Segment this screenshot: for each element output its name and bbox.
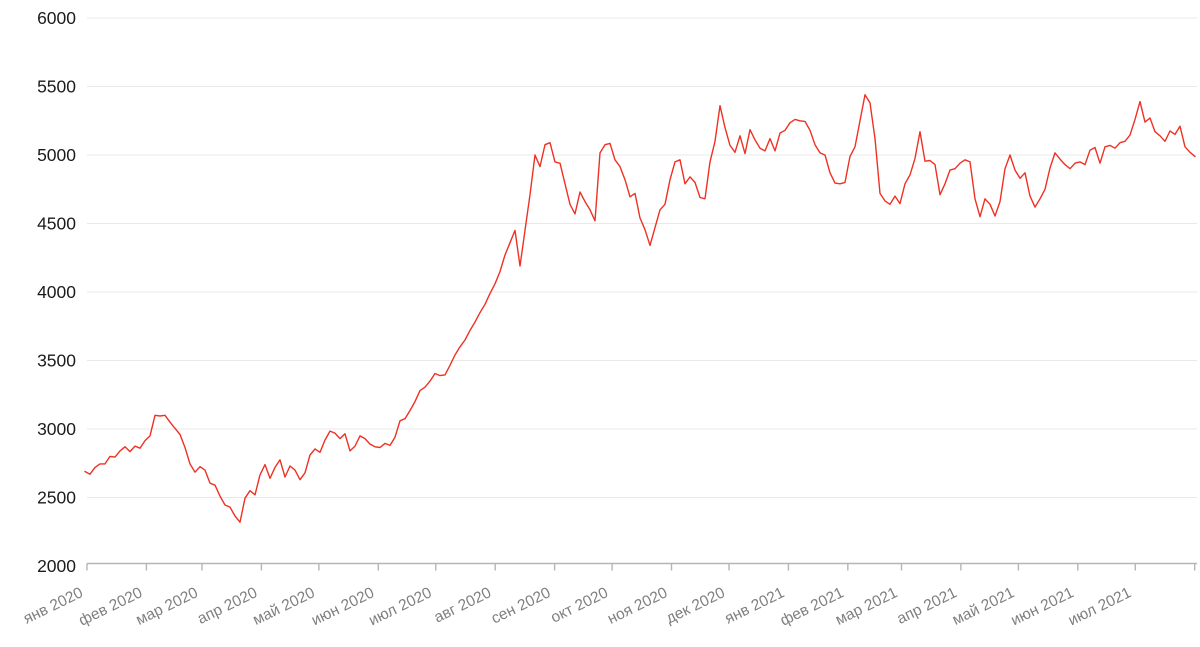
y-axis-tick-label: 4500: [37, 214, 76, 234]
x-axis-month-label: янв 2021: [722, 584, 787, 627]
x-axis-month-label: июн 2021: [1008, 584, 1076, 629]
x-axis-month-label: ноя 2020: [605, 584, 671, 628]
x-axis-month-label: авг 2020: [431, 584, 494, 626]
y-axis-tick-label: 6000: [37, 8, 76, 28]
x-axis-month-label: янв 2020: [21, 584, 86, 627]
x-axis-month-label: мар 2021: [833, 584, 900, 629]
x-axis-month-label: май 2021: [950, 584, 1017, 629]
x-axis-month-label: июн 2020: [309, 584, 378, 629]
y-axis-tick-label: 5500: [37, 77, 76, 97]
y-axis-tick-label: 3500: [37, 351, 76, 371]
x-axis-month-label: фев 2021: [778, 584, 847, 629]
x-axis-month-label: июл 2020: [366, 584, 435, 629]
price-line-series: [84, 93, 1196, 523]
x-axis-month-label: июл 2021: [1066, 584, 1134, 629]
x-axis-month-label: мар 2020: [133, 584, 201, 629]
x-axis-month-label: апр 2021: [894, 584, 959, 628]
y-axis-tick-label: 2000: [37, 556, 76, 576]
x-axis-month-label: апр 2020: [195, 584, 261, 628]
x-axis-month-label: дек 2020: [663, 584, 728, 627]
x-axis-month-label: май 2020: [250, 584, 318, 629]
x-axis-month-label: окт 2020: [548, 584, 611, 626]
y-axis-tick-label: 4000: [37, 282, 76, 302]
y-axis-tick-label: 5000: [37, 145, 76, 165]
y-axis-tick-label: 3000: [37, 419, 76, 439]
x-axis-month-label: фев 2020: [76, 584, 145, 629]
y-axis-tick-label: 2500: [37, 488, 76, 508]
x-axis-month-label: сен 2020: [489, 584, 554, 627]
